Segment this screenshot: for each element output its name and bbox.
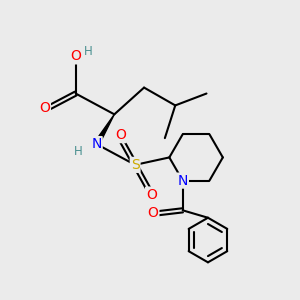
Text: N: N bbox=[178, 174, 188, 188]
Text: H: H bbox=[84, 45, 93, 58]
Text: O: O bbox=[115, 128, 126, 142]
Text: N: N bbox=[91, 137, 102, 151]
Text: O: O bbox=[39, 101, 50, 116]
Text: H: H bbox=[74, 145, 83, 158]
Polygon shape bbox=[94, 114, 114, 146]
Text: O: O bbox=[148, 206, 158, 220]
Text: S: S bbox=[131, 158, 140, 172]
Text: O: O bbox=[146, 188, 157, 202]
Text: O: O bbox=[70, 50, 81, 63]
